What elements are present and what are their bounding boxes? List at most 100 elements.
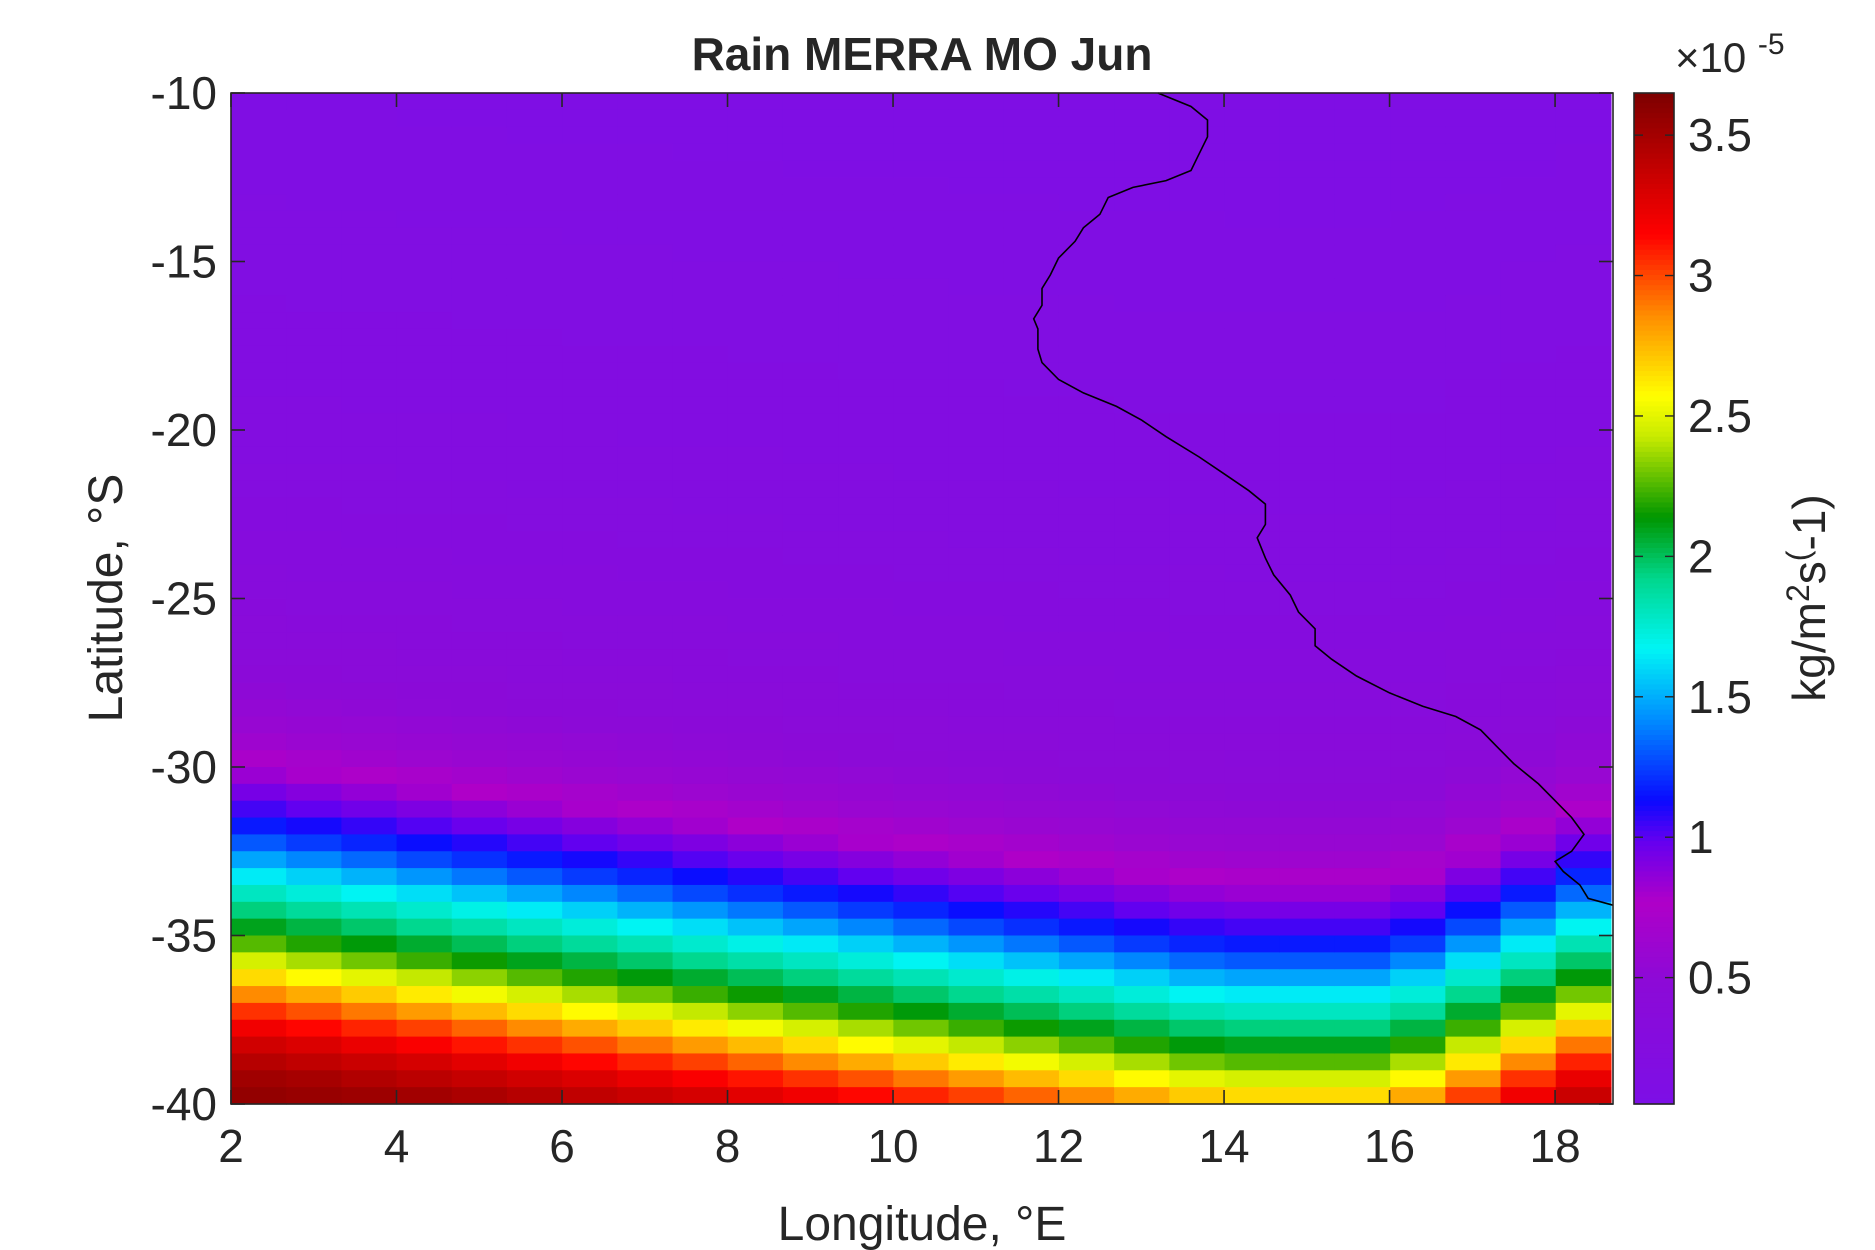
heatmap-cell bbox=[617, 109, 674, 128]
heatmap-cell bbox=[451, 1070, 508, 1088]
heatmap-cell bbox=[1334, 581, 1391, 600]
colorbar-tick-label: 1 bbox=[1688, 811, 1714, 863]
heatmap-cell bbox=[1003, 244, 1060, 263]
heatmap-cell bbox=[1445, 868, 1502, 886]
colorbar-segment bbox=[1634, 264, 1674, 271]
heatmap-cell bbox=[231, 935, 287, 953]
heatmap-cell bbox=[893, 598, 950, 616]
heatmap-cell bbox=[948, 615, 1005, 633]
heatmap-cell bbox=[341, 463, 398, 482]
heatmap-cell bbox=[1334, 649, 1391, 667]
heatmap-cell bbox=[672, 463, 729, 482]
heatmap-cell bbox=[1500, 851, 1557, 869]
heatmap-cell bbox=[396, 413, 453, 431]
heatmap-cell bbox=[506, 868, 563, 886]
colorbar-segment bbox=[1634, 957, 1674, 964]
heatmap-cell bbox=[396, 884, 453, 903]
heatmap-cell bbox=[1003, 480, 1060, 498]
heatmap-cell bbox=[1390, 649, 1446, 667]
heatmap-cell bbox=[1058, 261, 1115, 279]
heatmap-cell bbox=[617, 497, 674, 515]
colorbar-segment bbox=[1634, 750, 1674, 756]
heatmap-cell bbox=[1058, 581, 1115, 600]
heatmap-cell bbox=[451, 969, 508, 987]
heatmap-cell bbox=[838, 1019, 894, 1038]
heatmap-cell bbox=[1224, 160, 1281, 178]
heatmap-cell bbox=[893, 884, 950, 903]
heatmap-cell bbox=[1279, 379, 1336, 397]
heatmap-cell bbox=[672, 143, 729, 161]
heatmap-cell bbox=[1555, 1087, 1612, 1105]
heatmap-cell bbox=[1114, 278, 1170, 296]
heatmap-cell bbox=[672, 918, 729, 937]
heatmap-cell bbox=[1500, 446, 1557, 465]
heatmap-cell bbox=[341, 261, 398, 279]
heatmap-cell bbox=[286, 244, 342, 263]
heatmap-cell bbox=[506, 362, 563, 381]
heatmap-cell bbox=[1445, 126, 1502, 145]
heatmap-cell bbox=[1555, 817, 1612, 835]
colorbar-segment bbox=[1634, 98, 1674, 104]
heatmap-cell bbox=[1003, 615, 1060, 633]
heatmap-cell bbox=[1058, 126, 1115, 145]
heatmap-cell bbox=[341, 935, 398, 953]
heatmap-cell bbox=[506, 261, 563, 279]
heatmap-cell bbox=[1445, 1087, 1502, 1105]
heatmap-cell bbox=[506, 413, 563, 431]
colorbar-segment bbox=[1634, 866, 1674, 873]
heatmap-cell bbox=[727, 632, 784, 650]
heatmap-cell bbox=[1555, 143, 1612, 161]
heatmap-cell bbox=[1334, 1002, 1391, 1021]
heatmap-cell bbox=[782, 699, 839, 718]
heatmap-cell bbox=[341, 800, 398, 819]
heatmap-cell bbox=[1114, 446, 1170, 465]
heatmap-cell bbox=[672, 295, 729, 313]
colorbar-segment bbox=[1634, 805, 1674, 812]
heatmap-cell bbox=[1445, 547, 1502, 566]
heatmap-cell bbox=[948, 446, 1005, 465]
heatmap-cell bbox=[782, 177, 839, 195]
heatmap-cell bbox=[1003, 177, 1060, 195]
heatmap-cell bbox=[506, 632, 563, 650]
colorbar-segment bbox=[1634, 421, 1674, 428]
heatmap-cell bbox=[1169, 564, 1226, 583]
heatmap-cell bbox=[1500, 396, 1557, 414]
heatmap-cell bbox=[893, 261, 950, 279]
heatmap-cell bbox=[1390, 1053, 1446, 1071]
heatmap-cell bbox=[1500, 278, 1557, 296]
colorbar-segment bbox=[1634, 234, 1674, 241]
heatmap-cell bbox=[1445, 463, 1502, 482]
colorbar-segment bbox=[1634, 608, 1674, 615]
heatmap-cell bbox=[562, 598, 618, 616]
colorbar-segment bbox=[1634, 1068, 1674, 1075]
heatmap-cell bbox=[617, 1036, 674, 1055]
heatmap-cell bbox=[1445, 278, 1502, 296]
heatmap-cell bbox=[1169, 632, 1226, 650]
heatmap-cell bbox=[286, 514, 342, 532]
heatmap-cell bbox=[1390, 396, 1446, 414]
heatmap-cell bbox=[396, 969, 453, 987]
heatmap-cell bbox=[451, 733, 508, 751]
colorbar-segment bbox=[1634, 148, 1674, 155]
heatmap-cell bbox=[672, 126, 729, 145]
colorbar-segment bbox=[1634, 386, 1674, 392]
heatmap-cell bbox=[1445, 767, 1502, 785]
heatmap-cell bbox=[396, 581, 453, 600]
heatmap-cell bbox=[1224, 210, 1281, 229]
heatmap-cell bbox=[782, 665, 839, 684]
heatmap-cell bbox=[948, 834, 1005, 852]
heatmap-cell bbox=[562, 817, 618, 835]
colorbar-segment bbox=[1634, 876, 1674, 883]
colorbar-segment bbox=[1634, 901, 1674, 908]
heatmap-cell bbox=[782, 109, 839, 128]
colorbar-exponent-prefix: ×10 bbox=[1675, 34, 1746, 81]
colorbar-segment bbox=[1634, 189, 1674, 195]
heatmap-cell bbox=[948, 935, 1005, 953]
heatmap-cell bbox=[231, 210, 287, 229]
heatmap-cell bbox=[506, 716, 563, 734]
colorbar-segment bbox=[1634, 532, 1674, 539]
heatmap-cell bbox=[1555, 1070, 1612, 1088]
heatmap-cell bbox=[1445, 362, 1502, 381]
heatmap-cell bbox=[506, 750, 563, 768]
